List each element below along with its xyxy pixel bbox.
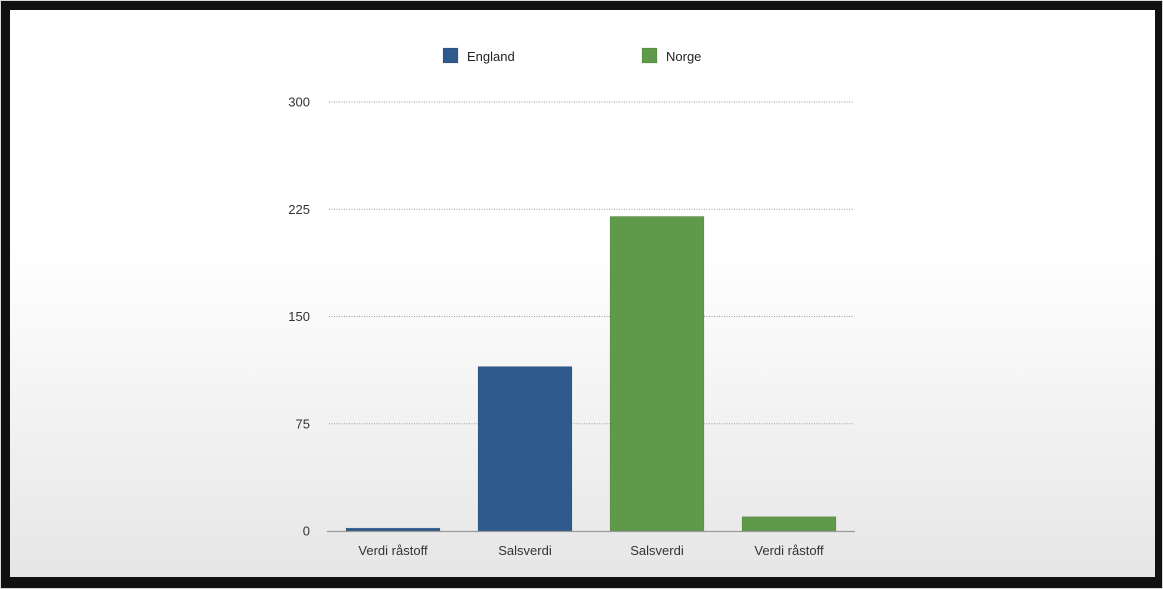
bar-chart: 0 75 150 225 300 Verdi råstoff Salsverdi Salsv… [288, 47, 855, 558]
chart-panel: 0 75 150 225 300 Verdi råstoff Salsverdi Salsv… [10, 10, 1155, 577]
legend-label-england: England [467, 49, 515, 64]
y-tick-label: 0 [303, 524, 310, 539]
y-tick-label: 225 [288, 202, 310, 217]
x-tick-label: Verdi råstoff [358, 543, 428, 558]
legend-label-norge: Norge [666, 49, 701, 64]
x-axis-tick-labels: Verdi råstoff Salsverdi Salsverdi Verdi rås… [358, 543, 824, 558]
gridlines [329, 101, 853, 425]
y-tick-label: 150 [288, 309, 310, 324]
bars [345, 216, 837, 532]
bar-3 [609, 216, 705, 532]
y-axis-tick-labels: 0 75 150 225 300 [288, 95, 310, 539]
legend-swatch-norge [641, 47, 658, 64]
y-tick-label: 300 [288, 95, 310, 110]
bar-2 [477, 366, 573, 532]
bar-1 [345, 527, 441, 532]
x-tick-label: Verdi råstoff [754, 543, 824, 558]
legend-swatch-england [442, 47, 459, 64]
y-tick-label: 75 [296, 416, 310, 431]
x-tick-label: Salsverdi [630, 543, 684, 558]
bar-4 [741, 516, 837, 532]
legend: England Norge [442, 47, 701, 64]
x-tick-label: Salsverdi [498, 543, 552, 558]
